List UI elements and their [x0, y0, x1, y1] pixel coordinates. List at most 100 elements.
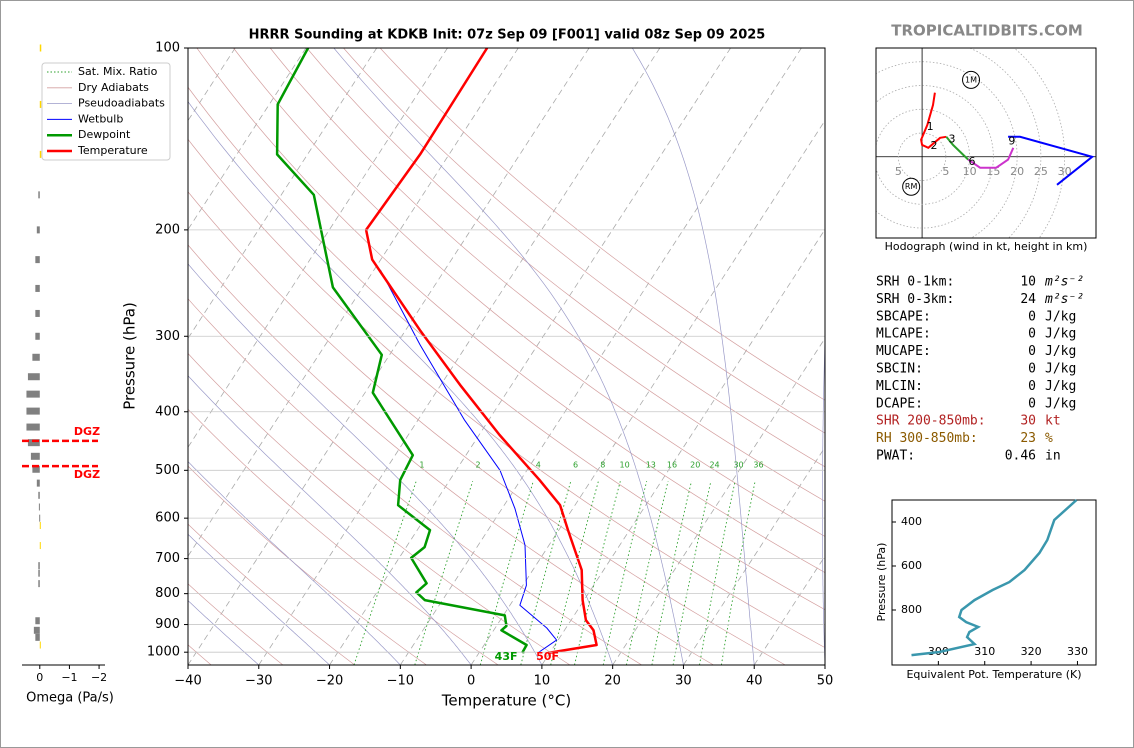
theta-e-line: [911, 499, 1078, 657]
omega-bar: [26, 407, 40, 415]
omega-bar: [32, 465, 40, 473]
dry-adiabat: [188, 298, 642, 665]
grid-line: [683, 446, 825, 665]
param-value: 0: [1028, 327, 1036, 342]
y-tick-label: 200: [155, 222, 180, 237]
param-unit: J/kg: [1045, 344, 1076, 359]
legend-box: [41, 62, 171, 161]
param-value: 10: [1020, 275, 1036, 290]
grid-line: [753, 555, 825, 665]
pseudoadiabat: [188, 263, 543, 665]
mixing-ratio-line: [353, 481, 417, 665]
x-axis-label: Temperature (°C): [441, 692, 571, 710]
pseudoadiabat: [188, 101, 614, 665]
omega-bar: [26, 423, 40, 431]
hodo-ring: [968, 48, 1042, 238]
y-tick-label: 800: [155, 586, 180, 601]
dry-adiabat: [188, 353, 571, 665]
mixing-ratio-label: 24: [709, 461, 719, 470]
grid-line: [258, 48, 661, 665]
pseudoadiabat: [631, 48, 755, 665]
mixing-ratio-label: 30: [733, 461, 743, 470]
x-tick-label: 0: [36, 671, 43, 684]
grid-line: [329, 48, 731, 665]
mixing-ratio-line: [672, 481, 712, 665]
omega-bar: [39, 542, 41, 550]
site-name: TROPICALTIDBITS.COM: [891, 22, 1083, 40]
hodo-ring-label: 20: [1010, 165, 1024, 178]
hodo-frame: [875, 47, 1097, 239]
omega-bar: [26, 390, 40, 398]
dgz-label: DGZ: [74, 425, 100, 438]
param-unit: J/kg: [1045, 309, 1076, 324]
param-value: 0: [1028, 362, 1036, 377]
storm-motion-label: RM: [905, 182, 918, 191]
pseudoadiabat: [822, 325, 825, 665]
mixing-ratio-label: 36: [753, 461, 763, 470]
mixing-ratio-label: 8: [600, 461, 605, 470]
param-value: 0: [1028, 309, 1036, 324]
param-unit: J/kg: [1045, 327, 1076, 342]
legend-label: Sat. Mix. Ratio: [78, 65, 158, 78]
hodo-segment: [1008, 135, 1095, 186]
omega-bar: [38, 562, 40, 570]
omega-bar: [32, 353, 40, 361]
x-tick-label: 50: [817, 674, 834, 689]
grid-line: [188, 48, 590, 665]
param-value: 30: [1020, 414, 1036, 429]
x-tick-label: 320: [1021, 645, 1042, 658]
dry-adiabat: [188, 191, 786, 665]
mixing-ratio-label: 10: [620, 461, 630, 470]
pseudoadiabat: [188, 600, 260, 665]
legend-label: Dry Adiabats: [78, 81, 149, 94]
pseudoadiabat: [188, 533, 330, 665]
param-label: SBCAPE:: [876, 309, 931, 324]
y-axis-label: Pressure (hPa): [875, 543, 888, 622]
param-label: SHR 200-850mb:: [876, 414, 986, 429]
y-tick-label: 400: [901, 515, 922, 528]
param-unit: J/kg: [1045, 396, 1076, 411]
height-label: 9: [1008, 135, 1015, 148]
legend-label: Pseudoadiabats: [78, 97, 165, 110]
x-tick-label: 310: [974, 645, 995, 658]
inset-frame: [891, 499, 1097, 666]
dry-adiabat: [306, 48, 825, 468]
hodo-ring: [876, 108, 970, 205]
isotherm: [188, 48, 519, 557]
mixing-ratio-label: 13: [646, 461, 656, 470]
param-label: MLCIN:: [876, 379, 923, 394]
hodo-ring: [876, 85, 994, 229]
y-axis-label: Pressure (hPa): [121, 302, 139, 410]
x-tick-label: 10: [534, 674, 551, 689]
omega-bar: [33, 626, 40, 634]
storm-motion-marker: [962, 70, 981, 89]
isotherm: [188, 48, 448, 448]
mixing-ratio-label: 20: [690, 461, 700, 470]
param-unit: m²s⁻²: [1044, 275, 1084, 290]
y-tick-label: 300: [155, 329, 180, 344]
x-tick-label: −30: [245, 674, 272, 689]
y-tick-label: 100: [155, 41, 180, 56]
grid-line: [399, 48, 802, 665]
legend: Sat. Mix. Ratio Dry Adiabats Pseudoadiabat…: [41, 62, 171, 161]
isotherm: [188, 48, 307, 231]
omega-bar: [39, 514, 41, 522]
param-label: MLCAPE:: [876, 327, 931, 342]
legend-label: Wetbulb: [78, 112, 123, 125]
mixing-ratio-line: [414, 481, 474, 665]
param-unit: in: [1045, 449, 1061, 464]
hodo-ring: [897, 132, 947, 181]
profile-line: [379, 269, 558, 654]
x-axis-label: Omega (Pa/s): [26, 691, 114, 706]
x-axis-label: Equivalent Pot. Temperature (K): [906, 668, 1081, 681]
dry-adiabat: [188, 244, 714, 665]
mixing-ratio-label: 4: [536, 461, 541, 470]
pseudoadiabat: [188, 375, 472, 665]
omega-bar: [35, 633, 40, 641]
hodo-ring-label: 5: [895, 165, 902, 178]
omega-bar: [39, 641, 41, 649]
param-unit: J/kg: [1045, 379, 1076, 394]
param-label: DCAPE:: [876, 396, 923, 411]
omega-bar: [39, 521, 41, 529]
